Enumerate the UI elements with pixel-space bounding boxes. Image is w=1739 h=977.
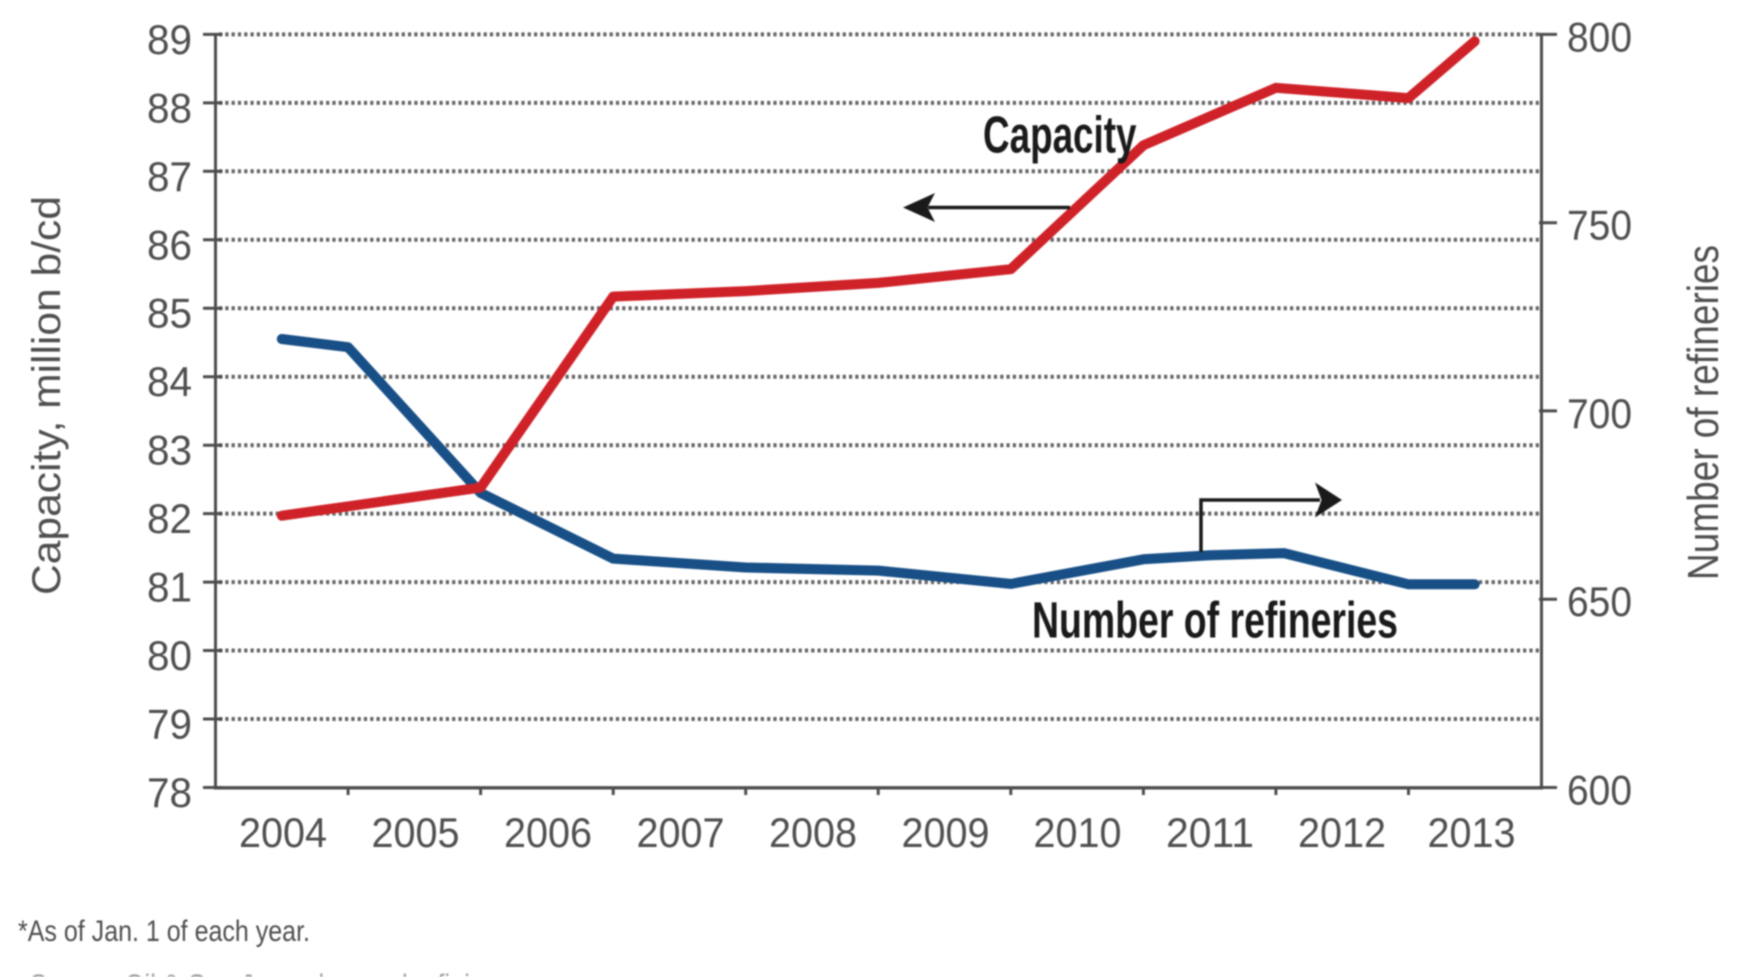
- svg-text:2009: 2009: [902, 809, 990, 856]
- svg-text:2005: 2005: [372, 809, 460, 856]
- svg-text:600: 600: [1567, 767, 1632, 814]
- svg-text:Source: Oil & Gas Journal annu: Source: Oil & Gas Journal annual refinin…: [30, 969, 600, 977]
- svg-text:*As of Jan. 1 of each year.: *As of Jan. 1 of each year.: [18, 915, 310, 948]
- svg-text:2010: 2010: [1034, 809, 1122, 856]
- svg-text:700: 700: [1567, 390, 1632, 437]
- svg-text:86: 86: [147, 221, 192, 268]
- svg-text:87: 87: [147, 153, 192, 200]
- svg-text:79: 79: [147, 701, 192, 748]
- svg-text:83: 83: [147, 427, 192, 474]
- svg-text:80: 80: [147, 632, 192, 679]
- svg-text:78: 78: [147, 769, 192, 816]
- svg-text:85: 85: [147, 290, 192, 337]
- svg-text:84: 84: [147, 358, 192, 405]
- svg-text:88: 88: [147, 84, 192, 131]
- svg-text:2007: 2007: [637, 809, 725, 856]
- svg-text:2012: 2012: [1298, 809, 1386, 856]
- svg-text:Capacity: Capacity: [983, 107, 1137, 165]
- svg-text:2004: 2004: [239, 809, 327, 856]
- svg-text:82: 82: [147, 495, 192, 542]
- svg-text:2013: 2013: [1428, 809, 1516, 856]
- svg-text:81: 81: [147, 564, 192, 611]
- svg-text:2011: 2011: [1166, 809, 1254, 856]
- svg-text:750: 750: [1567, 202, 1632, 249]
- svg-text:800: 800: [1567, 13, 1632, 60]
- svg-text:2006: 2006: [504, 809, 592, 856]
- svg-text:Capacity, million b/cd: Capacity, million b/cd: [25, 196, 69, 595]
- svg-text:2008: 2008: [769, 809, 857, 856]
- svg-text:Number of refineries: Number of refineries: [1032, 592, 1398, 649]
- svg-text:Number of refineries: Number of refineries: [1679, 245, 1728, 580]
- svg-text:89: 89: [147, 16, 192, 63]
- svg-text:650: 650: [1567, 578, 1632, 625]
